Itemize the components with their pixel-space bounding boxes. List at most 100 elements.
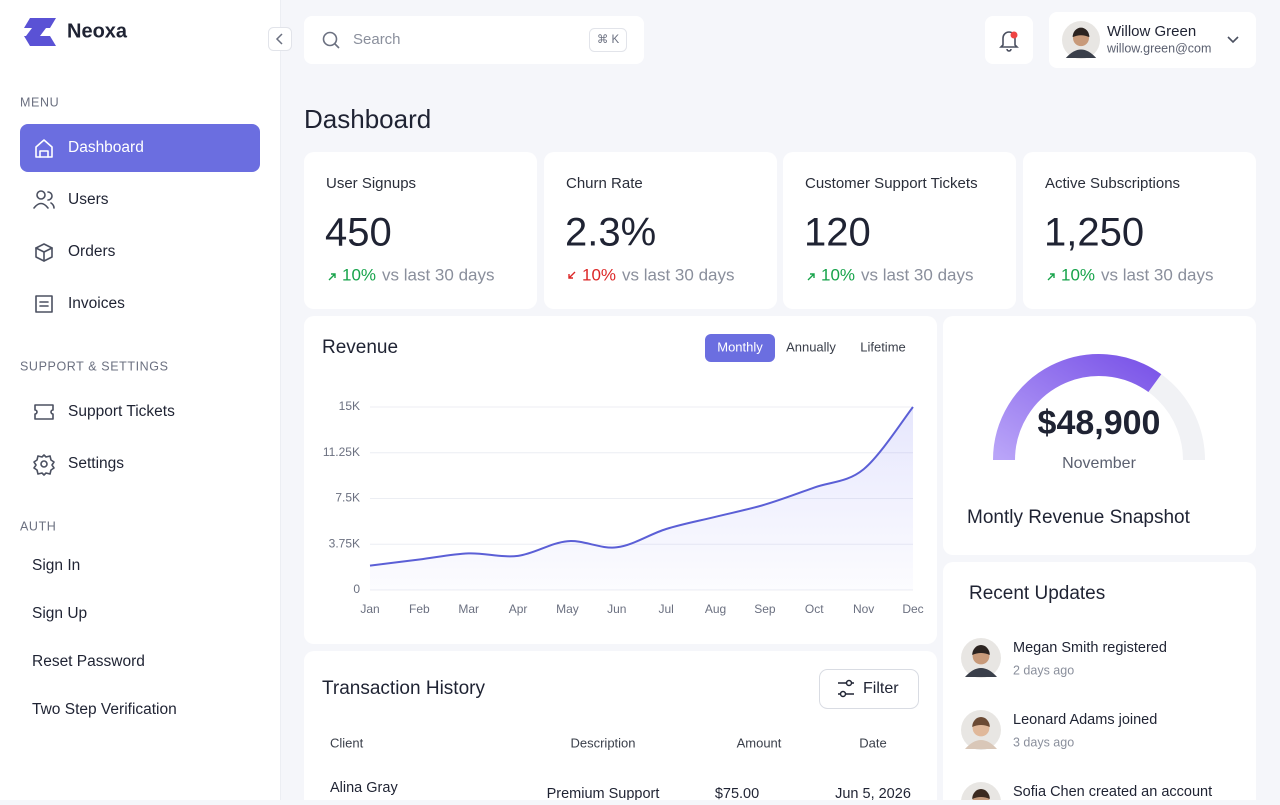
y-tick-label: 3.75K (329, 536, 360, 550)
x-tick-label: Sep (754, 602, 776, 616)
y-tick-label: 0 (353, 582, 360, 596)
icon-stroke (33, 454, 55, 476)
menu-label: Sign In (32, 557, 80, 574)
stat-value: 1,250 (1044, 211, 1144, 255)
stat-change: 10% (1061, 265, 1095, 284)
column-header: Amount (737, 735, 782, 750)
revenue-title: Revenue (322, 337, 398, 358)
stat-card (1023, 152, 1256, 309)
update-time: 2 days ago (1013, 663, 1074, 677)
x-tick-label: Feb (409, 602, 430, 616)
snapshot-month: November (1062, 455, 1136, 472)
menu-item[interactable] (20, 440, 260, 488)
stat-label: Active Subscriptions (1045, 175, 1180, 192)
stat-change: 10% (342, 265, 376, 284)
update-text: Megan Smith registered (1013, 640, 1167, 656)
period-tab[interactable]: Lifetime (860, 339, 906, 354)
stat-card (304, 152, 537, 309)
column-header: Date (859, 735, 886, 750)
stat-label: User Signups (326, 175, 416, 192)
menu-label: Orders (68, 243, 116, 260)
notification-dot (1010, 31, 1018, 39)
stat-change: 10% (821, 265, 855, 284)
x-tick-label: May (556, 602, 579, 616)
table-cell: Premium Support (547, 786, 660, 800)
user-menu[interactable] (1049, 12, 1256, 68)
avatar-hair (972, 717, 990, 727)
stat-card (783, 152, 1016, 309)
menu-icon (33, 454, 55, 476)
period-tab[interactable]: Monthly (717, 339, 763, 354)
transactions-card (304, 651, 937, 805)
avatar-hair (972, 645, 990, 655)
filter-button[interactable] (819, 669, 919, 709)
icon-stroke (40, 460, 48, 468)
avatar-shirt (965, 740, 997, 749)
icon-stroke (35, 295, 53, 313)
menu-label: Support Tickets (68, 403, 175, 420)
section-title: SUPPORT & SETTINGS (20, 359, 169, 373)
menu-item[interactable] (20, 176, 260, 224)
menu-item[interactable] (20, 280, 260, 328)
transactions-title: Transaction History (322, 678, 485, 699)
y-tick-label: 7.5K (335, 491, 360, 505)
gauge-fill (993, 354, 1162, 461)
filter-knob (839, 690, 847, 698)
filter-knob (845, 679, 853, 687)
stat-value: 450 (325, 211, 392, 255)
shortcut-text: ⌘ K (597, 33, 620, 46)
trend-arrow (328, 273, 336, 281)
stat-value: 2.3% (565, 211, 656, 255)
snapshot-title: Montly Revenue Snapshot (967, 507, 1191, 528)
column-header: Description (570, 735, 635, 750)
x-tick-label: Mar (458, 602, 479, 616)
updates-card (943, 562, 1256, 805)
menu-icon (35, 243, 53, 262)
x-tick-label: Jun (607, 602, 626, 616)
icon-stroke (36, 190, 46, 200)
icon-stroke (34, 404, 54, 420)
section-title: AUTH (20, 519, 56, 533)
brand-name: Neoxa (67, 20, 128, 42)
trend-arrow (807, 273, 815, 281)
logo-icon (24, 18, 56, 46)
filter-icon (838, 679, 854, 698)
x-tick-label: Jan (360, 602, 379, 616)
user-email: willow.green@com (1106, 41, 1211, 55)
stat-change: 10% (582, 265, 616, 284)
collapse-button[interactable] (268, 27, 292, 51)
revenue-area (370, 407, 913, 590)
shortcut-badge (589, 28, 627, 52)
table-cell: $75.00 (715, 786, 759, 800)
x-tick-label: Dec (902, 602, 923, 616)
user-chevron (1227, 36, 1239, 44)
menu-icon (33, 190, 55, 209)
y-tick-label: 11.25K (323, 445, 360, 459)
avatar-hair (972, 789, 990, 799)
period-tab[interactable]: Annually (786, 339, 836, 354)
snapshot-amount: $48,900 (1038, 404, 1161, 442)
stat-label: Churn Rate (566, 175, 643, 192)
menu-item[interactable] (20, 124, 260, 172)
revenue-line (369, 406, 914, 567)
menu-label: Invoices (68, 295, 125, 312)
x-tick-label: Oct (805, 602, 824, 616)
trend-arrow (1047, 273, 1055, 281)
menu-item[interactable] (20, 228, 260, 276)
notification-button[interactable] (985, 16, 1033, 64)
page-title: Dashboard (304, 104, 431, 134)
menu-label: Two Step Verification (32, 701, 177, 718)
icon-stroke (35, 139, 53, 158)
x-tick-label: Aug (705, 602, 726, 616)
icon-stroke (47, 191, 53, 201)
icon-stroke (35, 247, 53, 262)
update-time: 3 days ago (1013, 735, 1074, 749)
tab-active[interactable] (705, 334, 775, 362)
snapshot-card (943, 316, 1256, 555)
collapse-icon (275, 33, 283, 45)
menu-icon (35, 139, 53, 158)
filter-label: Filter (863, 680, 899, 697)
search-box[interactable] (304, 16, 644, 64)
